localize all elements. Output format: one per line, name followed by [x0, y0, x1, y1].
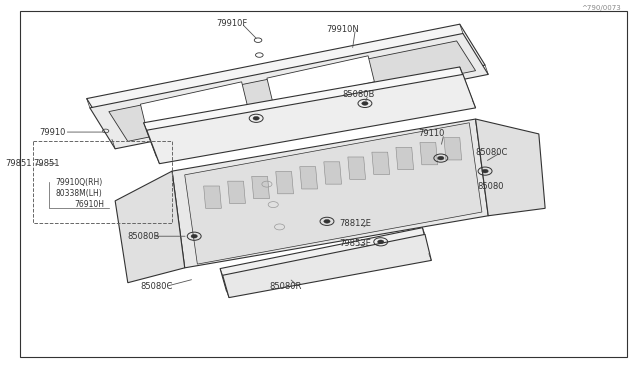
Circle shape: [378, 240, 384, 244]
Text: ^790/0073: ^790/0073: [581, 5, 621, 11]
Text: 76910H: 76910H: [74, 200, 104, 209]
Polygon shape: [220, 228, 429, 291]
Polygon shape: [115, 171, 185, 283]
Polygon shape: [90, 33, 488, 149]
Polygon shape: [276, 171, 294, 194]
Polygon shape: [223, 234, 431, 298]
Polygon shape: [140, 82, 248, 130]
Bar: [33, 141, 172, 223]
Text: 80338M(LH): 80338M(LH): [55, 189, 102, 198]
Circle shape: [482, 169, 488, 173]
Polygon shape: [147, 74, 476, 164]
Text: 79110: 79110: [419, 129, 445, 138]
Text: 79851: 79851: [5, 159, 32, 168]
Text: 85080B: 85080B: [343, 90, 375, 99]
Text: 85080B: 85080B: [128, 232, 160, 241]
Circle shape: [253, 116, 259, 120]
Text: 79910Q(RH): 79910Q(RH): [55, 178, 102, 187]
Circle shape: [438, 156, 444, 160]
Text: 79851: 79851: [33, 159, 60, 168]
Text: 85080C: 85080C: [476, 148, 508, 157]
Circle shape: [362, 102, 368, 105]
Circle shape: [324, 219, 330, 223]
Text: 85080C: 85080C: [140, 282, 173, 291]
Polygon shape: [228, 181, 245, 203]
Polygon shape: [348, 157, 365, 179]
Polygon shape: [185, 123, 482, 264]
Text: 78812E: 78812E: [339, 219, 371, 228]
Text: 79910: 79910: [39, 128, 66, 137]
Circle shape: [191, 234, 197, 238]
Polygon shape: [109, 41, 476, 141]
Polygon shape: [143, 67, 472, 156]
Text: 79910F: 79910F: [216, 19, 248, 28]
Polygon shape: [420, 142, 438, 165]
Text: 79853E: 79853E: [339, 239, 371, 248]
Polygon shape: [300, 167, 317, 189]
Polygon shape: [204, 186, 221, 208]
Polygon shape: [396, 147, 413, 170]
Text: 85080R: 85080R: [269, 282, 301, 291]
Polygon shape: [372, 152, 390, 174]
Polygon shape: [267, 56, 374, 104]
Polygon shape: [476, 119, 545, 216]
Polygon shape: [444, 138, 461, 160]
Polygon shape: [324, 162, 342, 184]
Text: 79910N: 79910N: [326, 25, 358, 33]
Polygon shape: [172, 119, 488, 268]
Text: 85080: 85080: [477, 182, 504, 190]
Polygon shape: [252, 176, 269, 199]
Polygon shape: [86, 24, 485, 140]
